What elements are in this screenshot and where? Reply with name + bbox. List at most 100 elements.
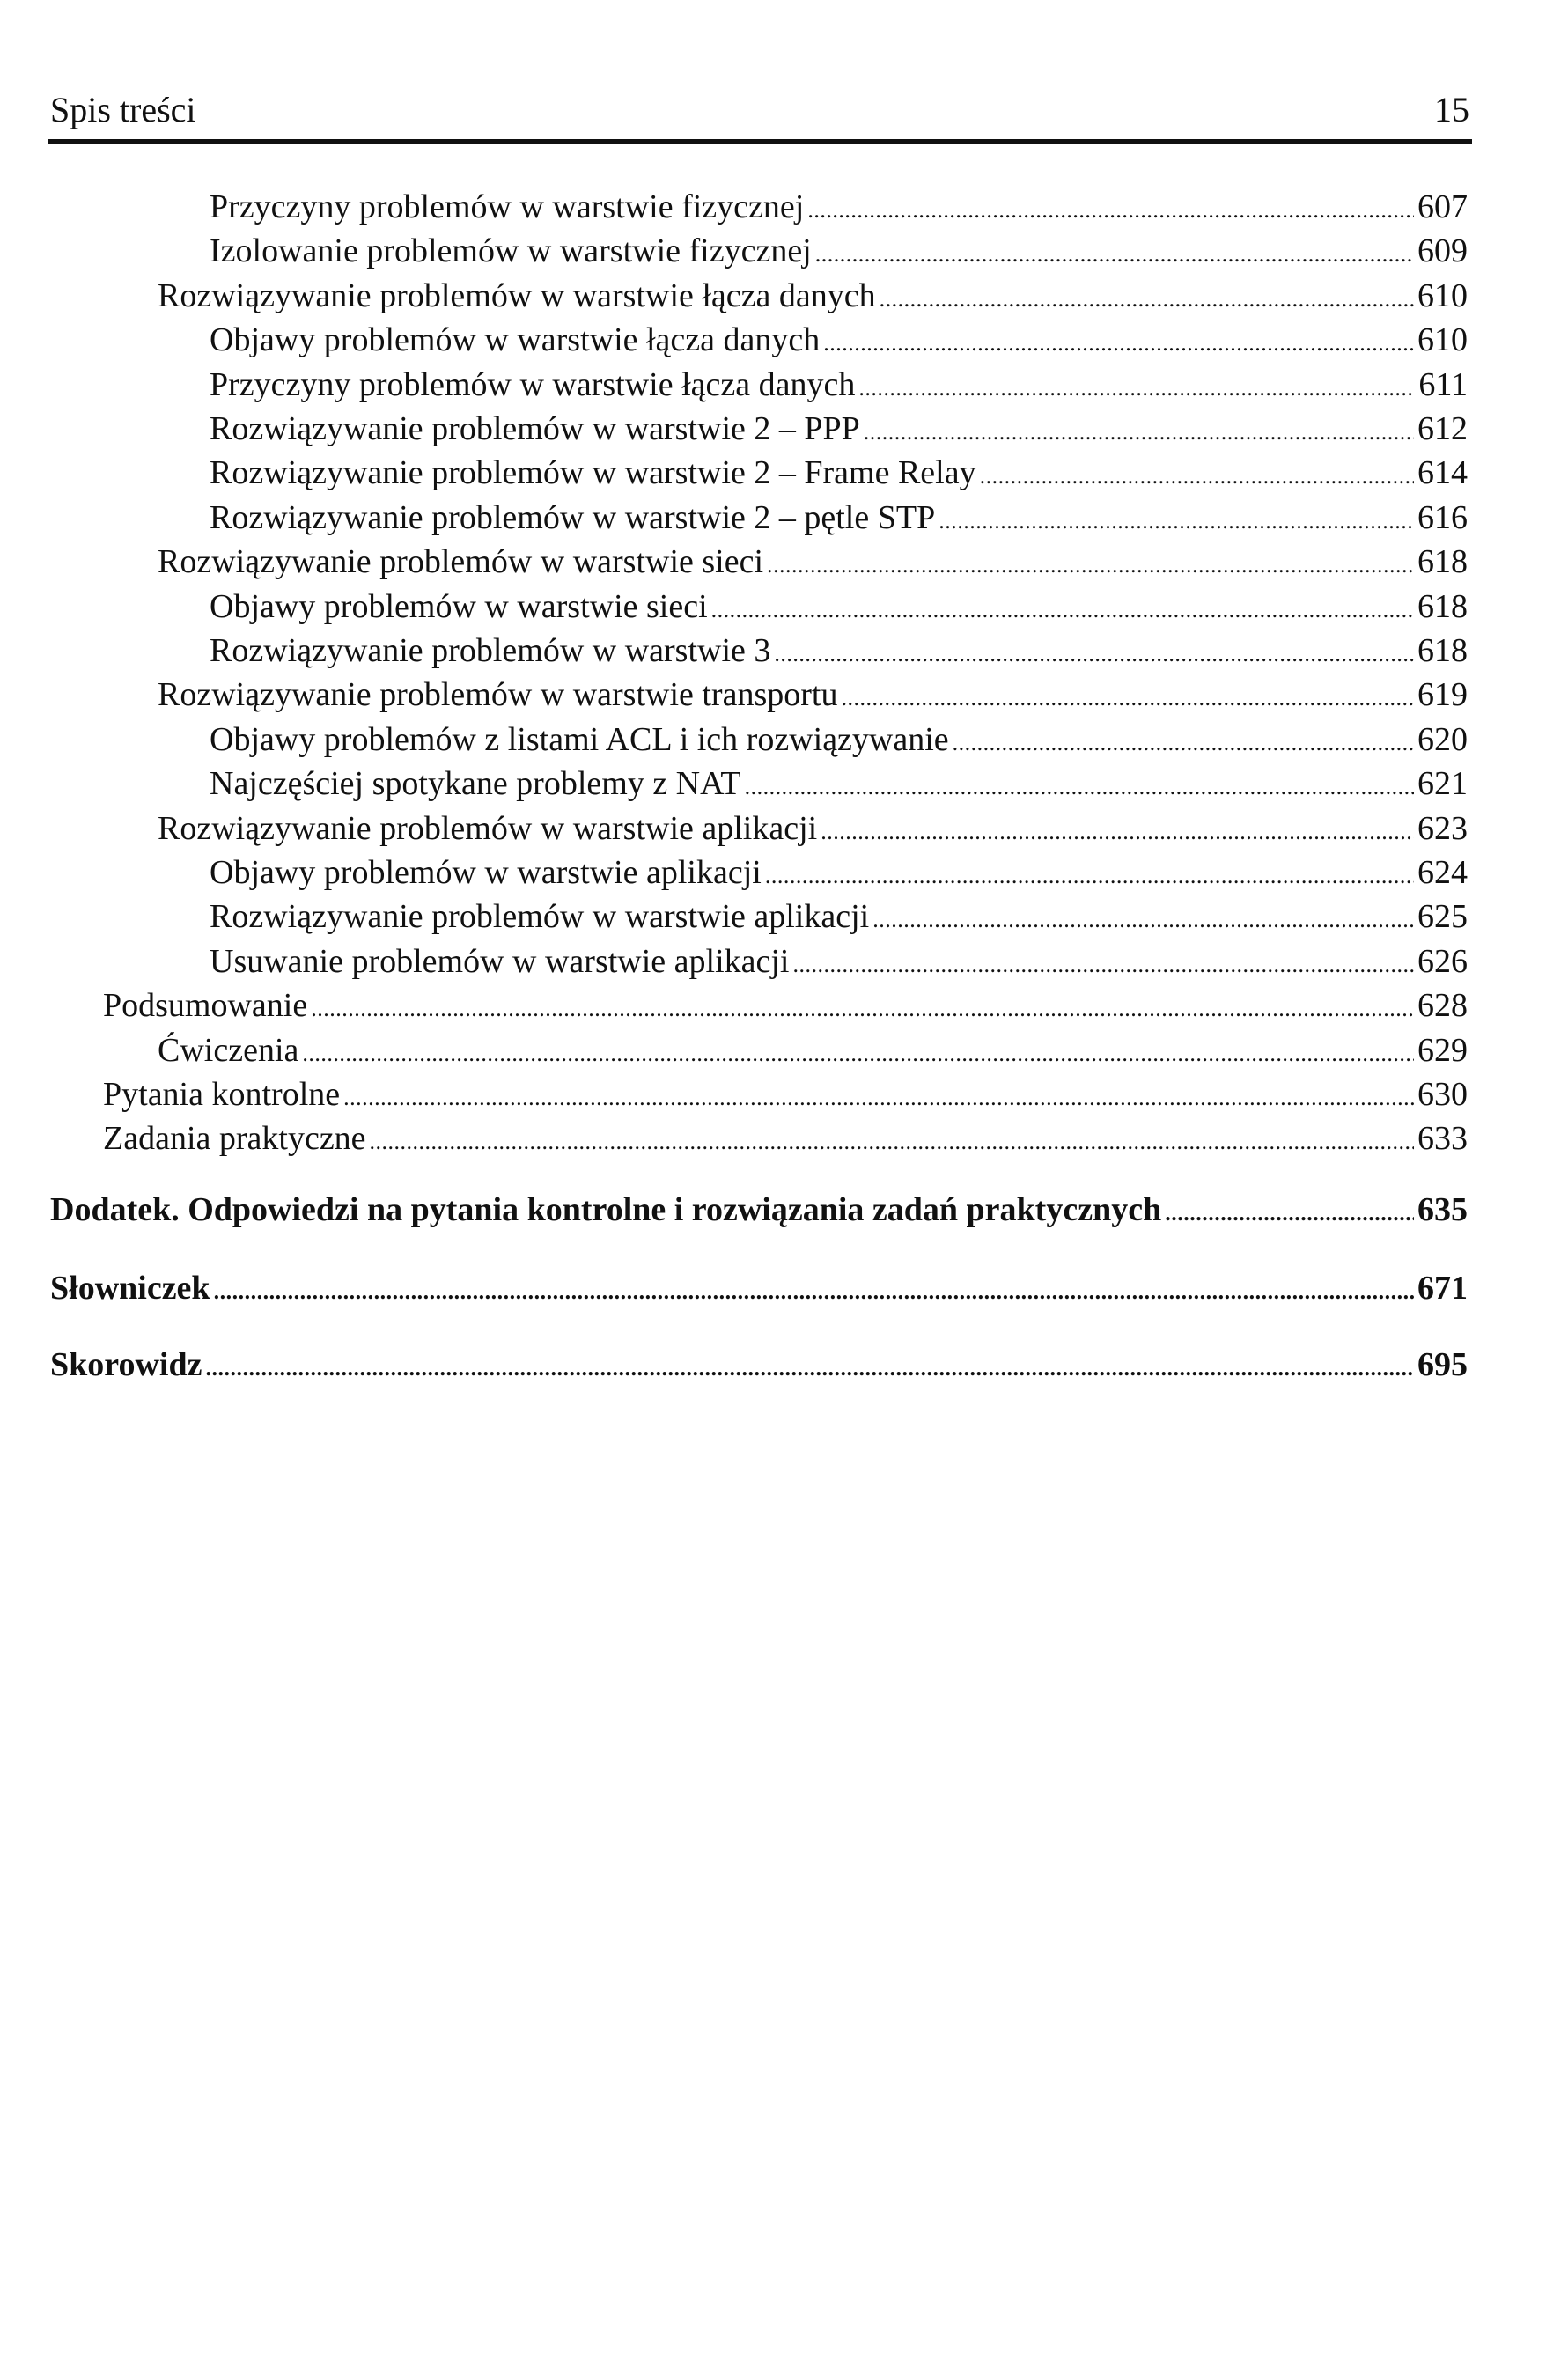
dot-leader (872, 898, 1414, 942)
toc-entry-page: 635 (1417, 1191, 1468, 1228)
toc-entry-page: 607 (1417, 188, 1468, 225)
toc-entry-page: 630 (1417, 1076, 1468, 1113)
dot-leader (821, 810, 1414, 854)
toc-entry-title: Rozwiązywanie problemów w warstwie 3 (210, 632, 771, 669)
toc-entry: Rozwiązywanie problemów w warstwie łącza… (158, 274, 1468, 321)
toc-entry: Dodatek. Odpowiedzi na pytania kontrolne… (50, 1188, 1468, 1235)
toc-entry-title: Najczęściej spotykane problemy z NAT (210, 765, 741, 803)
toc-entry-page: 616 (1417, 498, 1468, 536)
toc-entry: Słowniczek 671 (50, 1266, 1468, 1314)
running-header-title: Spis treści (50, 90, 196, 129)
toc-entry: Izolowanie problemów w warstwie fizyczne… (210, 229, 1468, 276)
toc-entry-title: Pytania kontrolne (103, 1076, 341, 1113)
toc-entry-title: Dodatek. Odpowiedzi na pytania kontrolne… (50, 1191, 1162, 1228)
toc-entry-title: Skorowidz (50, 1346, 202, 1383)
dot-leader (823, 321, 1414, 365)
toc-entry-title: Słowniczek (50, 1270, 210, 1307)
toc-entry: Pytania kontrolne 630 (103, 1072, 1468, 1120)
toc-entry-title: Ćwiczenia (158, 1031, 299, 1069)
toc-entry: Objawy problemów w warstwie łącza danych… (210, 318, 1468, 365)
toc-entry-page: 671 (1417, 1270, 1468, 1307)
dot-leader (765, 854, 1414, 898)
dot-leader (880, 277, 1414, 321)
dot-leader (858, 366, 1415, 410)
toc-entry-page: 623 (1417, 809, 1468, 847)
toc-entry-title: Rozwiązywanie problemów w warstwie sieci (158, 543, 764, 581)
toc-entry-title: Rozwiązywanie problemów w warstwie 2 – P… (210, 410, 860, 447)
toc-entry: Rozwiązywanie problemów w warstwie 2 – P… (210, 407, 1468, 454)
toc-entry-title: Rozwiązywanie problemów w warstwie aplik… (210, 898, 870, 936)
dot-leader (841, 676, 1414, 720)
toc-entry-title: Zadania praktyczne (103, 1120, 366, 1158)
toc-entry: Ćwiczenia 629 (158, 1028, 1468, 1076)
toc-entry: Objawy problemów w warstwie aplikacji 624 (210, 851, 1468, 898)
toc-entry-title: Izolowanie problemów w warstwie fizyczne… (210, 232, 812, 270)
toc-entry-page: 610 (1417, 321, 1468, 359)
toc-entry-title: Usuwanie problemów w warstwie aplikacji (210, 942, 790, 980)
toc-entry: Rozwiązywanie problemów w warstwie 2 – p… (210, 496, 1468, 543)
dot-leader (767, 543, 1414, 587)
dot-leader (205, 1346, 1414, 1390)
toc-entry-page: 620 (1417, 720, 1468, 758)
toc-entry: Objawy problemów w warstwie sieci 618 (210, 585, 1468, 632)
toc-entry: Przyczyny problemów w warstwie fizycznej… (210, 185, 1468, 232)
toc-entry-title: Objawy problemów w warstwie łącza danych (210, 321, 821, 359)
toc-entry-title: Objawy problemów z listami ACL i ich roz… (210, 720, 949, 758)
header-rule (48, 139, 1472, 144)
toc-entry-page: 618 (1417, 632, 1468, 669)
toc-entry-page: 619 (1417, 676, 1468, 714)
dot-leader (774, 632, 1414, 676)
dot-leader (793, 943, 1415, 987)
dot-leader (864, 410, 1414, 454)
toc-entry: Objawy problemów z listami ACL i ich roz… (210, 718, 1468, 765)
dot-leader (980, 454, 1414, 498)
toc-entry-title: Podsumowanie (103, 987, 308, 1025)
toc-entry-title: Przyczyny problemów w warstwie fizycznej (210, 188, 805, 225)
toc-entry-page: 624 (1417, 854, 1468, 891)
toc-entry-title: Przyczyny problemów w warstwie łącza dan… (210, 365, 856, 403)
dot-leader (711, 588, 1414, 632)
dot-leader (1165, 1191, 1414, 1235)
dot-leader (343, 1076, 1414, 1120)
toc-entry-page: 629 (1417, 1031, 1468, 1069)
toc-entry: Rozwiązywanie problemów w warstwie aplik… (210, 895, 1468, 942)
dot-leader (815, 232, 1414, 276)
toc-entry-title: Rozwiązywanie problemów w warstwie 2 – p… (210, 498, 936, 536)
toc-entry: Podsumowanie 628 (103, 983, 1468, 1031)
toc-entry-page: 628 (1417, 987, 1468, 1025)
toc-entry: Rozwiązywanie problemów w warstwie 3 618 (210, 629, 1468, 676)
toc-entry: Skorowidz 695 (50, 1343, 1468, 1390)
toc-entry-title: Rozwiązywanie problemów w warstwie trans… (158, 676, 838, 714)
toc-entry: Najczęściej spotykane problemy z NAT 621 (210, 762, 1468, 809)
dot-leader (807, 188, 1414, 232)
toc-entry-page: 618 (1417, 543, 1468, 581)
toc-entry-page: 614 (1417, 454, 1468, 492)
dot-leader (370, 1120, 1414, 1164)
toc-entry-page: 611 (1418, 365, 1468, 403)
toc-entry-page: 610 (1417, 276, 1468, 314)
dot-leader (939, 499, 1414, 543)
toc-entry-page: 621 (1417, 765, 1468, 803)
dot-leader (311, 987, 1414, 1031)
toc-entry-page: 625 (1417, 898, 1468, 936)
toc-entry-page: 618 (1417, 587, 1468, 625)
toc-entry: Rozwiązywanie problemów w warstwie trans… (158, 673, 1468, 720)
toc-entry-title: Rozwiązywanie problemów w warstwie aplik… (158, 809, 818, 847)
toc-entry-page: 612 (1417, 410, 1468, 447)
toc-entry-page: 633 (1417, 1120, 1468, 1158)
dot-leader (214, 1270, 1414, 1314)
page-number: 15 (1434, 90, 1469, 129)
dot-leader (745, 765, 1414, 809)
toc-entry: Usuwanie problemów w warstwie aplikacji 6… (210, 939, 1468, 987)
toc-entry-title: Rozwiązywanie problemów w warstwie 2 – F… (210, 454, 976, 492)
toc-entry-title: Objawy problemów w warstwie sieci (210, 587, 708, 625)
toc-entry-page: 609 (1417, 232, 1468, 270)
dot-leader (953, 721, 1414, 765)
toc-entry-title: Objawy problemów w warstwie aplikacji (210, 854, 762, 891)
toc-entry-title: Rozwiązywanie problemów w warstwie łącza… (158, 276, 876, 314)
toc-entry: Rozwiązywanie problemów w warstwie 2 – F… (210, 451, 1468, 498)
toc-entry: Zadania praktyczne 633 (103, 1116, 1468, 1164)
toc-entry: Rozwiązywanie problemów w warstwie aplik… (158, 807, 1468, 854)
dot-leader (302, 1032, 1414, 1076)
toc-entry-page: 626 (1417, 942, 1468, 980)
